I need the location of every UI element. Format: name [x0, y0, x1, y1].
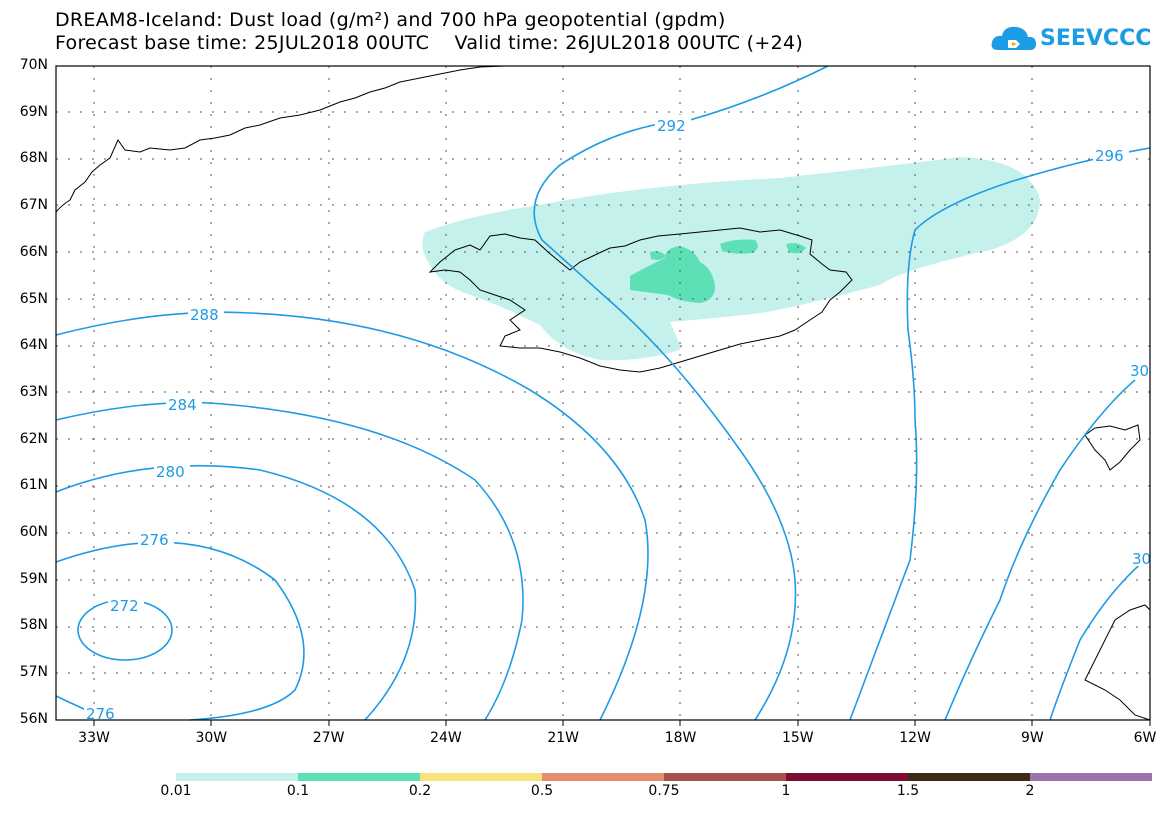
contour-280 [55, 464, 417, 721]
longitude-label: 9W [1021, 730, 1044, 746]
longitude-label: 24W [430, 730, 462, 746]
colorbar-label: 0.75 [648, 783, 680, 799]
latitude-label: 67N [19, 197, 48, 214]
dust-shading-medium [650, 251, 666, 260]
map-frame [55, 65, 1151, 721]
dust-shading-medium [720, 239, 758, 254]
longitude-label: 6W [1133, 730, 1157, 746]
greenland-coast [55, 65, 506, 213]
dust-shading-medium [786, 243, 806, 254]
frame-ticks [93, 720, 1151, 726]
contour-label-280: 280 [156, 463, 185, 481]
colorbar-label: 0.2 [408, 783, 432, 799]
contour-label-292: 292 [657, 117, 686, 135]
colorbar-segment [664, 773, 786, 781]
contour-label-276: 276 [140, 531, 169, 549]
colorbar-segment [298, 773, 420, 781]
dust-shading-light [422, 157, 1041, 361]
contour-284 [55, 401, 524, 721]
longitude-label: 15W [781, 730, 814, 746]
longitude-label: 18W [664, 730, 697, 746]
longitude-label: 30W [195, 730, 228, 746]
contour-label-276: 276 [86, 705, 115, 723]
map-title: DREAM8-Iceland: Dust load (g/m²) and 700… [55, 9, 726, 31]
contour-label-300: 30 [1130, 362, 1149, 380]
contour-label-288: 288 [190, 306, 219, 324]
contour-292 [533, 65, 829, 721]
dust-shading-medium [630, 246, 716, 303]
contour-288 [55, 311, 649, 721]
colorbar-segment [786, 773, 908, 781]
colorbar-segment [908, 773, 1030, 781]
longitude-label: 27W [312, 730, 345, 746]
contour-300-upper [944, 379, 1136, 721]
colorbar-segment [176, 773, 298, 781]
latitude-label: 65N [19, 290, 48, 307]
colorbar-label: 1 [781, 783, 791, 799]
colorbar-label: 2 [1025, 783, 1035, 799]
contour-label-284: 284 [168, 396, 197, 414]
scotland-coast [1084, 604, 1151, 721]
colorbar-segment [1030, 773, 1152, 781]
contour-label-296: 296 [1095, 147, 1124, 165]
contour-label-272: 272 [110, 597, 139, 615]
coastlines [55, 65, 1151, 721]
latitude-label: 68N [19, 150, 48, 167]
latitude-label: 58N [19, 617, 48, 634]
contour-300-lower [1049, 559, 1146, 721]
latitude-label: 57N [19, 664, 48, 681]
longitude-label: 12W [899, 730, 931, 746]
colorbar-label: 0.1 [286, 783, 310, 799]
colorbar-label: 0.01 [160, 783, 192, 799]
longitude-label: 33W [78, 730, 110, 746]
latitude-label: 63N [19, 383, 48, 400]
colorbar [176, 773, 1152, 781]
latitude-label: 64N [19, 337, 48, 354]
cloud-icon [991, 26, 1036, 50]
latitude-label: 61N [19, 477, 48, 494]
contour-276-upper [55, 541, 305, 721]
colorbar-label: 0.5 [530, 783, 554, 799]
seevccc-logo: SEEVCCC [1040, 26, 1152, 51]
latitude-label: 66N [19, 243, 48, 260]
colorbar-segment [542, 773, 664, 781]
latitude-label: 70N [19, 57, 48, 73]
forecast-time-subtitle: Forecast base time: 25JUL2018 00UTC Vali… [55, 32, 804, 54]
latitude-label: 59N [19, 570, 48, 587]
latitude-label: 60N [19, 524, 48, 540]
iceland-land-light [670, 312, 815, 348]
iceland-coast [428, 227, 853, 373]
latitude-label: 69N [19, 103, 48, 120]
colorbar-segment [420, 773, 542, 781]
longitude-label: 21W [547, 730, 580, 746]
contour-296 [849, 147, 1151, 721]
contour-label-300: 30 [1132, 550, 1151, 568]
latitude-label: 62N [19, 430, 48, 447]
latitude-label: 56N [19, 710, 48, 727]
colorbar-label: 1.5 [896, 783, 920, 799]
contour-labels: 272 276 276 280 284 288 292 296 30 30 [84, 115, 1151, 723]
faroe-islands-coast [1084, 424, 1141, 471]
